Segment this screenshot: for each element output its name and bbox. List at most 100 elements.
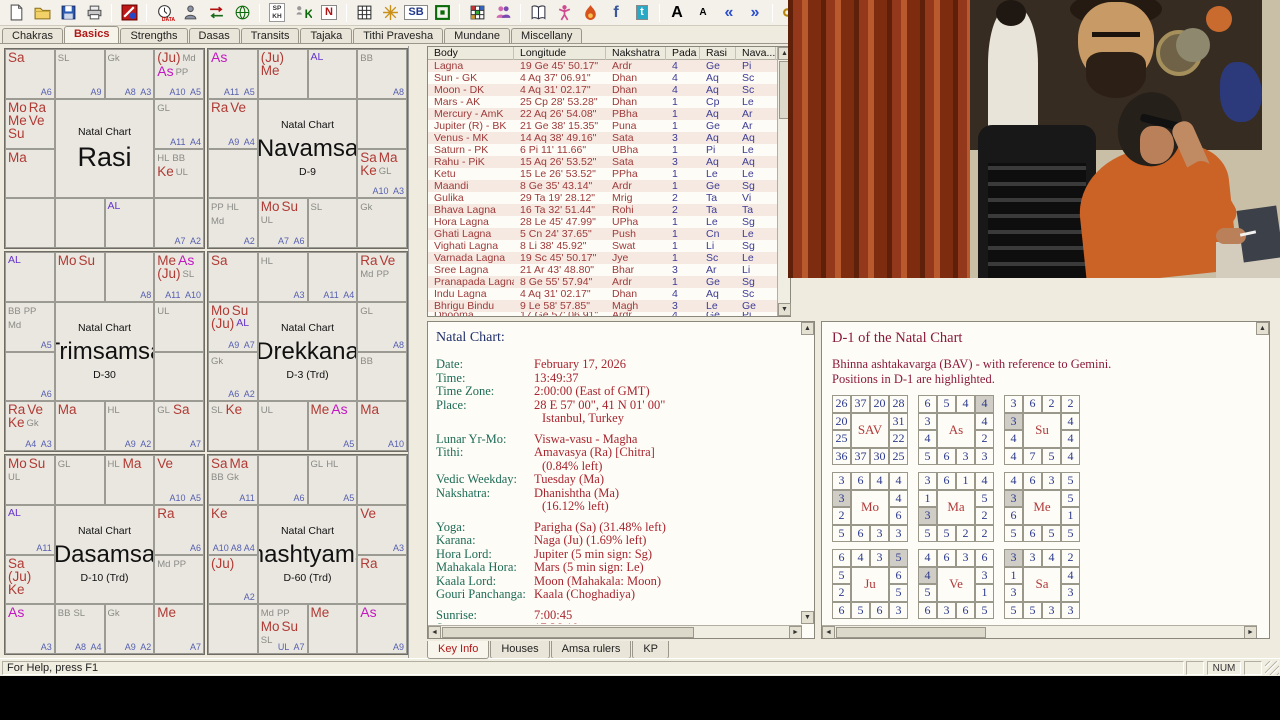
planet-label: Su: [28, 456, 46, 471]
chart-cell: Ma A10: [357, 401, 407, 451]
table-cell: Pi: [742, 60, 752, 72]
table-row[interactable]: Ghati Lagna 5 Cn 24' 37.65" Push 1 Cn Le: [428, 228, 777, 240]
tab-transits[interactable]: Transits: [240, 28, 300, 43]
scroll-thumb[interactable]: [442, 626, 694, 638]
table-row[interactable]: Maandi 8 Ge 35' 43.14" Ardr 1 Ge Sg: [428, 180, 777, 192]
flame-icon[interactable]: [578, 2, 602, 24]
table-row[interactable]: Indu Lagna 4 Aq 31' 02.17" Dhan 4 Aq Sc: [428, 288, 777, 300]
sb-icon[interactable]: SB: [404, 2, 428, 24]
tab-basics[interactable]: Basics: [63, 26, 120, 43]
table-row[interactable]: Jupiter (R) - BK 21 Ge 38' 15.35" Puna 1 Ge A…: [428, 120, 777, 132]
prev-page-icon[interactable]: «: [717, 2, 741, 24]
dancer-icon[interactable]: [552, 2, 576, 24]
spacer: [436, 602, 800, 609]
k-person-icon[interactable]: K: [291, 2, 315, 24]
table-row[interactable]: Saturn - PK 6 Pi 11' 11.66" UBha 1 Pi Le: [428, 144, 777, 156]
open-file-icon[interactable]: [30, 2, 54, 24]
scroll-down-icon[interactable]: ▼: [778, 303, 791, 316]
color-grid-icon[interactable]: [465, 2, 489, 24]
star-burst-icon[interactable]: [378, 2, 402, 24]
print-icon[interactable]: [82, 2, 106, 24]
next-page-icon[interactable]: »: [743, 2, 767, 24]
new-doc-icon[interactable]: [4, 2, 28, 24]
tab-miscellany[interactable]: Miscellany: [511, 28, 583, 43]
chart-cell-content: (Ju): [211, 556, 255, 570]
planet-label: Su: [231, 302, 249, 318]
scroll-up-icon[interactable]: ▲: [1256, 322, 1269, 335]
table-row[interactable]: Bhava Lagna 16 Ta 32' 51.44" Rohi 2 Ta Ta: [428, 204, 777, 216]
tab-chakras[interactable]: Chakras: [2, 28, 63, 43]
tab-mundane[interactable]: Mundane: [444, 28, 511, 43]
table-row[interactable]: Mercury - AmK 22 Aq 26' 54.08" PBha 1 Aq Ar: [428, 108, 777, 120]
chart-cell: Ma: [54, 401, 105, 451]
info-label: Place:: [436, 397, 467, 412]
table-row[interactable]: Ketu 15 Le 26' 53.52" PPha 1 Le Le: [428, 168, 777, 180]
table-row[interactable]: Pranapada Lagna 8 Ge 55' 57.94" Ardr 1 Ge Sg: [428, 276, 777, 288]
chart-cell-content: HL BB Ke UL: [157, 151, 201, 179]
info-horizontal-scrollbar[interactable]: ◄ ►: [428, 625, 802, 638]
save-icon[interactable]: [56, 2, 80, 24]
table-row[interactable]: Moon - DK 4 Aq 31' 02.17" Dhan 4 Aq Sc: [428, 84, 777, 96]
table-row[interactable]: Mars - AK 25 Cp 28' 53.28" Dhan 1 Cp Le: [428, 96, 777, 108]
birth-data-clock-icon[interactable]: DATA: [152, 2, 176, 24]
bav-cell: 2: [1061, 549, 1080, 567]
twitter-icon-label: t: [636, 5, 648, 20]
table-row[interactable]: Varnada Lagna 19 Sc 45' 50.17" Jye 1 Sc Le: [428, 252, 777, 264]
font-decrease-icon[interactable]: A: [691, 2, 715, 24]
scroll-left-icon[interactable]: ◄: [428, 625, 441, 638]
table-row[interactable]: Sree Lagna 21 Ar 43' 48.80" Bhar 3 Ar Li: [428, 264, 777, 276]
planet-label: Ve: [360, 505, 377, 521]
scroll-right-icon[interactable]: ►: [789, 625, 802, 638]
tab-tajaka[interactable]: Tajaka: [300, 28, 353, 43]
people-icon[interactable]: [491, 2, 515, 24]
table-row[interactable]: Lagna 19 Ge 45' 50.17" Ardr 4 Ge Pi: [428, 60, 777, 72]
table-row[interactable]: Rahu - PiK 15 Aq 26' 53.52" Sata 3 Aq Aq: [428, 156, 777, 168]
dark-grid-icon[interactable]: [352, 2, 376, 24]
scroll-up-icon[interactable]: ▲: [778, 47, 791, 60]
tab-strengths[interactable]: Strengths: [120, 28, 188, 43]
table-cell: 1: [672, 216, 678, 228]
resize-grip[interactable]: [1265, 660, 1279, 675]
table-vertical-scrollbar[interactable]: ▲ ▼: [777, 47, 791, 316]
bav-subtitle: Bhinna ashtakavarga (BAV) - with referen…: [832, 357, 1112, 371]
chart-cell: Ve A3: [357, 504, 407, 555]
scroll-down-icon[interactable]: ▼: [801, 611, 814, 624]
tab-key-info[interactable]: Key Info: [427, 641, 490, 659]
scroll-up-icon[interactable]: ▲: [801, 322, 814, 335]
facebook-icon[interactable]: f: [604, 2, 628, 24]
table-row[interactable]: Hora Lagna 28 Le 45' 47.99" UPha 1 Le Sg: [428, 216, 777, 228]
ascendant-label: As: [178, 252, 195, 268]
table-row[interactable]: Gulika 29 Ta 19' 28.12" Mrig 2 Ta Vi: [428, 192, 777, 204]
bav-cell: 5: [1004, 524, 1023, 542]
planet-label: Su: [78, 253, 96, 268]
swap-arrows-icon[interactable]: [204, 2, 228, 24]
tab-houses[interactable]: Houses: [490, 641, 550, 659]
book-icon[interactable]: [526, 2, 550, 24]
chart-cell: HL A9 A2: [104, 401, 155, 451]
arudha-label: A9: [392, 642, 404, 652]
tab-tithi-pravesha[interactable]: Tithi Pravesha: [353, 28, 444, 43]
twitter-icon[interactable]: t: [630, 2, 654, 24]
n-letter-icon[interactable]: N: [317, 2, 341, 24]
now-person-icon[interactable]: [178, 2, 202, 24]
sp-kh-icon[interactable]: SP KH: [265, 2, 289, 24]
bav-cell: 6: [918, 601, 937, 619]
table-row[interactable]: Bhrigu Bindu 9 Le 58' 57.85" Magh 3 Le Ge: [428, 300, 777, 312]
font-increase-icon[interactable]: A: [665, 2, 689, 24]
table-row[interactable]: Vighati Lagna 8 Li 38' 45.92" Swat 1 Li Sg: [428, 240, 777, 252]
scroll-right-icon[interactable]: ►: [1244, 625, 1257, 638]
tab-amsa-rulers[interactable]: Amsa rulers: [550, 641, 632, 659]
prev-page-icon-label: «: [724, 3, 734, 21]
scroll-thumb[interactable]: [836, 626, 986, 638]
globe-icon[interactable]: [230, 2, 254, 24]
planet-table: Body Longitude Nakshatra Pada Rasi Nava... La…: [428, 47, 777, 316]
tab-dasas[interactable]: Dasas: [188, 28, 240, 43]
table-row[interactable]: Sun - GK 4 Aq 37' 06.91" Dhan 4 Aq Sc: [428, 72, 777, 84]
tab-kp[interactable]: KP: [632, 641, 670, 659]
bav-horizontal-scrollbar[interactable]: ◄ ►: [822, 625, 1257, 638]
green-box-icon[interactable]: [430, 2, 454, 24]
table-row[interactable]: Venus - MK 14 Aq 38' 49.16" Sata 3 Aq Aq: [428, 132, 777, 144]
jhora-chart-icon[interactable]: [117, 2, 141, 24]
scroll-left-icon[interactable]: ◄: [822, 625, 835, 638]
